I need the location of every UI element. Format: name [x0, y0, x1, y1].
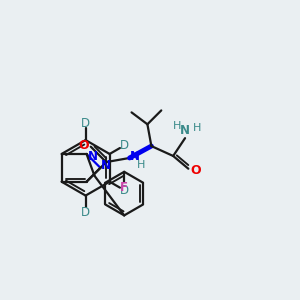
Text: O: O	[79, 139, 89, 152]
Text: D: D	[120, 184, 129, 196]
Text: O: O	[190, 164, 201, 177]
Text: D: D	[120, 139, 129, 152]
Text: N: N	[180, 124, 190, 137]
Text: D: D	[81, 206, 90, 219]
Text: N: N	[88, 150, 98, 164]
Text: H: H	[193, 123, 201, 133]
Text: F: F	[120, 181, 128, 194]
Text: N: N	[101, 159, 111, 172]
Text: N: N	[130, 151, 140, 164]
Text: H: H	[137, 160, 146, 170]
Text: D: D	[81, 117, 90, 130]
Text: H: H	[173, 121, 181, 131]
